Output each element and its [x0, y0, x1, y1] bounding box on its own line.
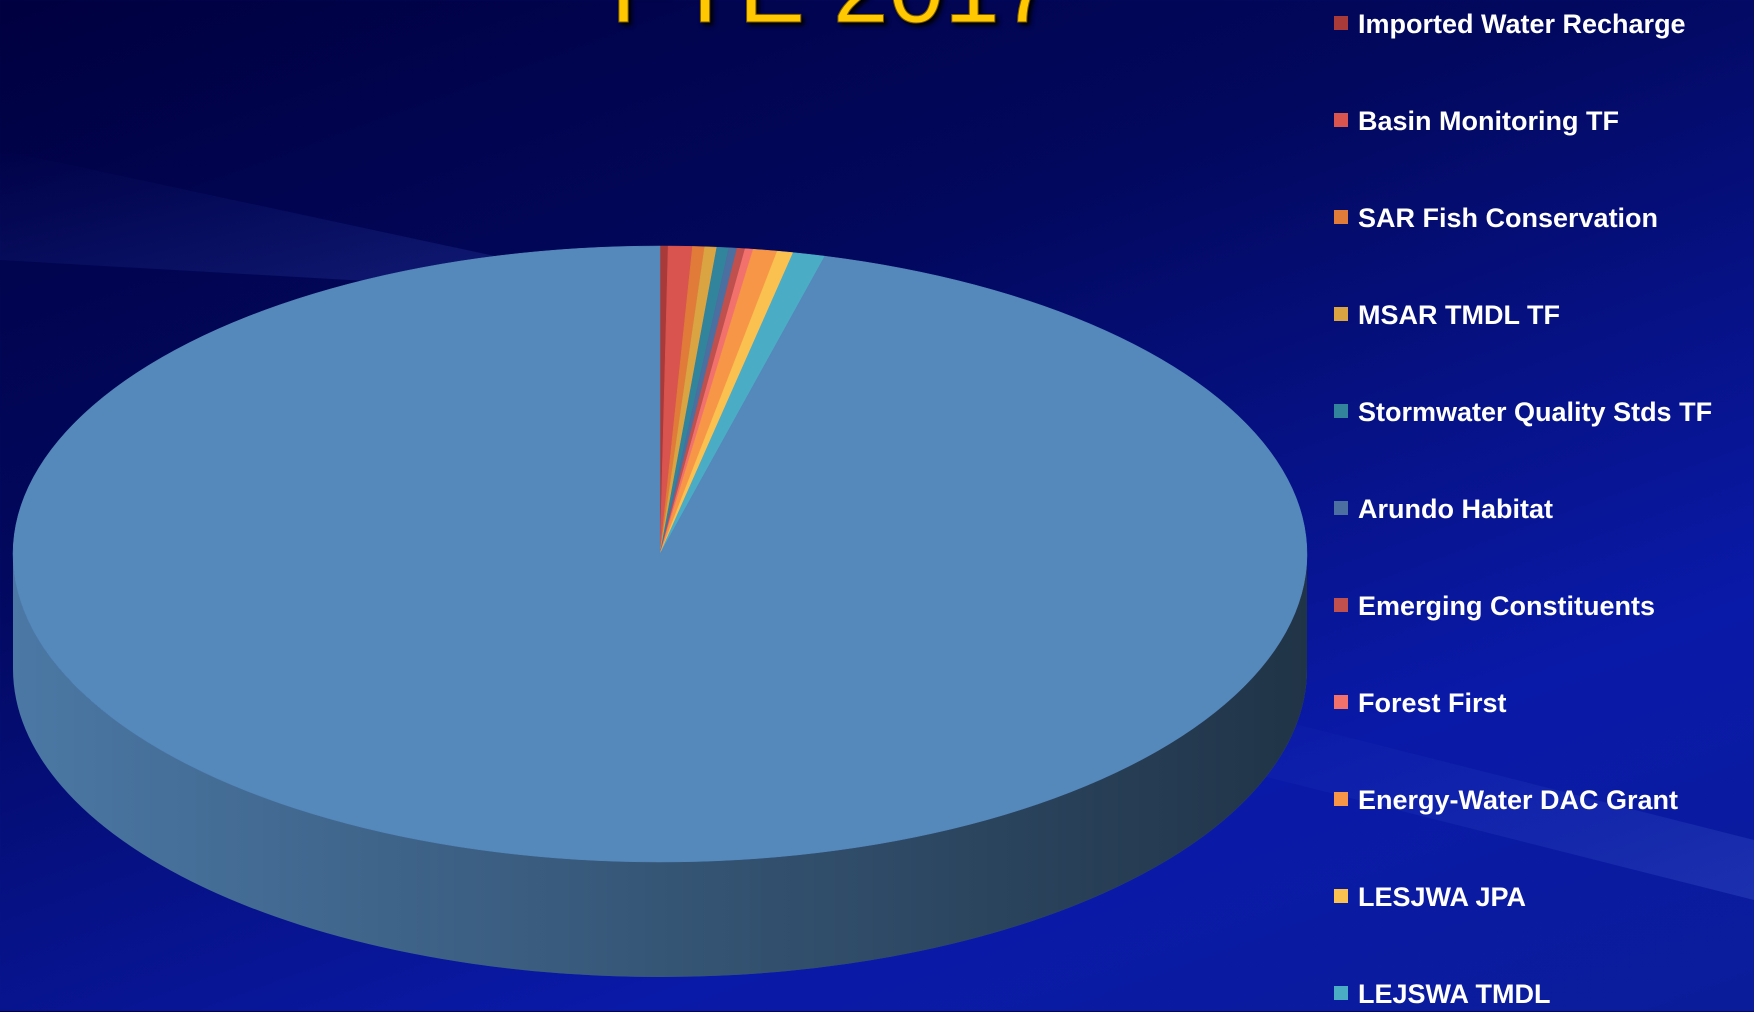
legend-label: Forest First [1358, 688, 1507, 718]
legend-swatch [1334, 404, 1348, 418]
legend-label: LEJSWA TMDL [1358, 979, 1551, 1009]
legend-swatch [1334, 792, 1348, 806]
legend-swatch [1334, 695, 1348, 709]
chart-title: FYE 2017 [611, 0, 1056, 44]
legend-swatch [1334, 501, 1348, 515]
background-streak [1200, 700, 1754, 900]
legend-label: SAR Fish Conservation [1358, 203, 1659, 233]
legend-item: Forest First [1334, 685, 1744, 721]
legend-swatch [1334, 16, 1348, 30]
legend-swatch [1334, 598, 1348, 612]
pie-tops [12, 245, 1308, 863]
legend-label: Basin Monitoring TF [1358, 106, 1619, 136]
slice-side-shade [13, 554, 1307, 977]
legend-item: MSAR TMDL TF [1334, 297, 1744, 333]
pie [12, 245, 1308, 977]
legend-item: Stormwater Quality Stds TF [1334, 394, 1744, 430]
legend-label: MSAR TMDL TF [1358, 300, 1560, 330]
legend-swatch [1334, 889, 1348, 903]
legend-item: LEJSWA TMDL [1334, 976, 1744, 1012]
legend-label: Energy-Water DAC Grant [1358, 785, 1679, 815]
legend-item: SAR Fish Conservation [1334, 200, 1744, 236]
legend-swatch [1334, 986, 1348, 1000]
legend-item: Imported Water Recharge [1334, 6, 1744, 42]
legend-swatch [1334, 113, 1348, 127]
legend-item: Emerging Constituents [1334, 588, 1744, 624]
legend-item: Energy-Water DAC Grant [1334, 782, 1744, 818]
legend-item: LESJWA JPA [1334, 879, 1744, 915]
pie-sides [13, 554, 1307, 977]
legend: Imported Water Recharge Basin Monitoring … [1334, 0, 1754, 1011]
legend-label: Arundo Habitat [1358, 494, 1553, 524]
legend-label: Emerging Constituents [1358, 591, 1656, 621]
legend-label: LESJWA JPA [1358, 882, 1527, 912]
legend-label: Imported Water Recharge [1358, 9, 1686, 39]
legend-item: Arundo Habitat [1334, 491, 1744, 527]
slice [12, 245, 1308, 863]
legend-swatch [1334, 307, 1348, 321]
legend-label: Stormwater Quality Stds TF [1358, 397, 1713, 427]
legend-item: Basin Monitoring TF [1334, 103, 1744, 139]
legend-swatch [1334, 210, 1348, 224]
